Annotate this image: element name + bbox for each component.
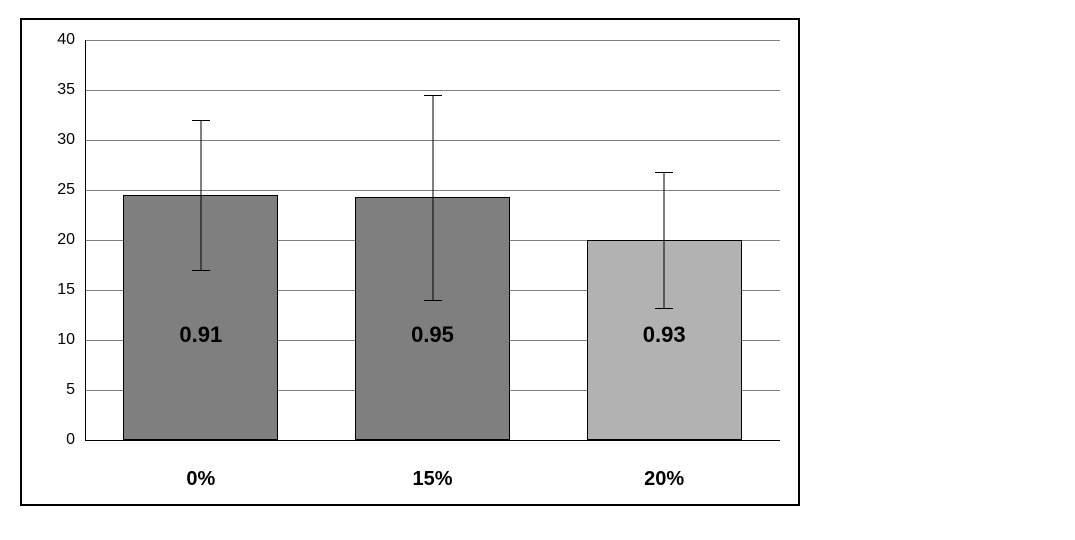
- x-axis-line: [85, 440, 780, 441]
- y-tick-label: 30: [45, 131, 75, 149]
- error-cap-bottom: [655, 308, 673, 309]
- error-bar: [664, 172, 665, 308]
- y-axis-line: [85, 40, 86, 440]
- y-tick-label: 5: [45, 381, 75, 399]
- error-bar: [432, 95, 433, 300]
- bar-value-label: 0.91: [179, 322, 222, 348]
- y-tick-label: 25: [45, 181, 75, 199]
- gridline: [85, 40, 780, 41]
- y-tick-label: 20: [45, 231, 75, 249]
- y-tick-label: 0: [45, 431, 75, 449]
- bar-value-label: 0.93: [643, 322, 686, 348]
- x-tick-label: 20%: [644, 468, 684, 491]
- error-cap-bottom: [192, 270, 210, 271]
- error-cap-top: [424, 95, 442, 96]
- bar-value-label: 0.95: [411, 322, 454, 348]
- error-cap-bottom: [424, 300, 442, 301]
- gridline: [85, 90, 780, 91]
- x-tick-label: 15%: [412, 468, 452, 491]
- error-cap-top: [192, 120, 210, 121]
- error-cap-top: [655, 172, 673, 173]
- y-tick-label: 40: [45, 31, 75, 49]
- y-tick-label: 10: [45, 331, 75, 349]
- y-tick-label: 15: [45, 281, 75, 299]
- error-bar: [200, 120, 201, 270]
- y-tick-label: 35: [45, 81, 75, 99]
- x-tick-label: 0%: [186, 468, 215, 491]
